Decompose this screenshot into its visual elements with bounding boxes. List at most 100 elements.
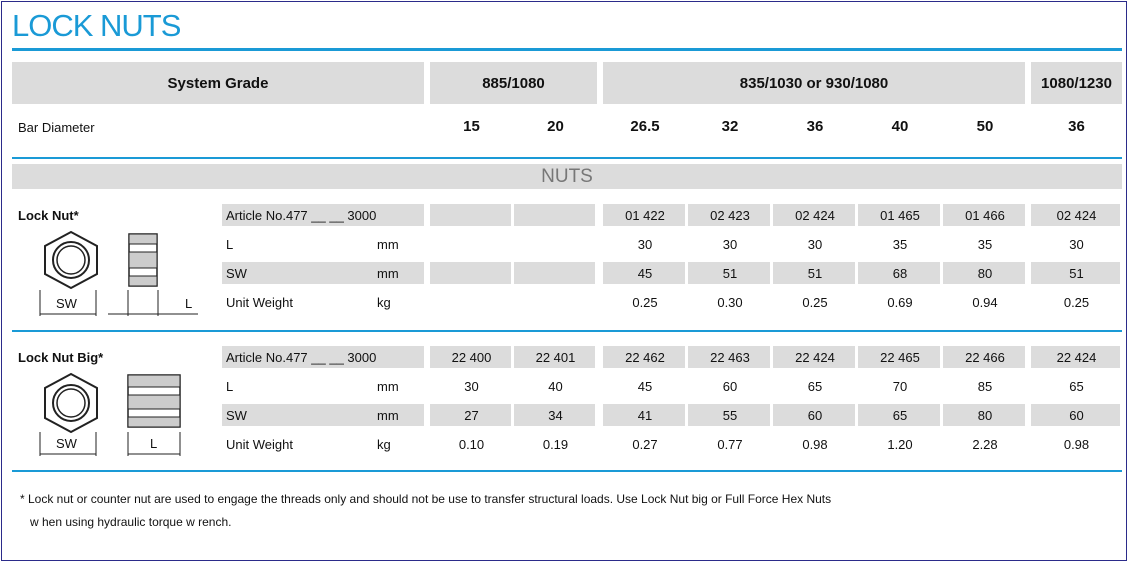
cell-shade [688, 346, 770, 368]
title-rule [12, 48, 1122, 51]
table-cell: 01 422 [625, 208, 665, 223]
lock-nut-big-name: Lock Nut Big* [18, 350, 104, 365]
table-cell: 0.27 [632, 437, 658, 452]
table-cell: 0.69 [887, 295, 913, 310]
cell-shade [603, 404, 685, 426]
table-cell: 01 465 [880, 208, 920, 223]
row-unit: mm [377, 408, 399, 423]
row-shade [222, 404, 424, 426]
table-cell: 51 [807, 266, 823, 281]
divider-mid [12, 330, 1122, 332]
table-cell: 30 [807, 237, 823, 252]
cell-shade [943, 204, 1025, 226]
table-cell: 68 [892, 266, 908, 281]
cell-shade [943, 346, 1025, 368]
row-unit: kg [377, 295, 391, 310]
cell-shade [858, 346, 940, 368]
footnote-line-2: w hen using hydraulic torque w rench. [30, 515, 232, 529]
table-cell: 65 [807, 379, 823, 394]
row-shade [222, 346, 424, 368]
table-cell: 30 [722, 237, 738, 252]
system-grade-label: System Grade [167, 75, 269, 92]
cell-shade [858, 262, 940, 284]
cell-shade [858, 404, 940, 426]
table-cell: 30 [637, 237, 653, 252]
cell-shade [514, 204, 595, 226]
header-bg-grade [12, 62, 424, 104]
cell-shade [943, 404, 1025, 426]
grade-835: 835/1030 or 930/1080 [739, 75, 889, 92]
row-unit: mm [377, 379, 399, 394]
cell-shade [603, 262, 685, 284]
table-cell: 0.25 [1063, 295, 1090, 310]
cell-shade [430, 204, 511, 226]
table-cell: 1.20 [887, 437, 913, 452]
hex-nut-big-icon [44, 372, 98, 434]
table-cell: 02 423 [710, 208, 750, 223]
table-cell: 0.98 [1063, 437, 1090, 452]
cell-shade [514, 404, 595, 426]
lock-nut-l-label: L [185, 296, 193, 311]
header-bg-835 [603, 62, 1025, 104]
cell-shade [1031, 262, 1120, 284]
row-label: L [226, 379, 234, 394]
table-cell: 22 465 [880, 350, 920, 365]
row-label: SW [226, 266, 247, 281]
table-cell: 0.19 [542, 437, 569, 452]
diameter-value: 26.5 [630, 118, 660, 135]
cell-shade [773, 404, 855, 426]
table-cell: 51 [1069, 266, 1084, 281]
table-cell: 22 400 [451, 350, 492, 365]
table-cell: 60 [807, 408, 823, 423]
table-cell: 22 424 [1056, 350, 1097, 365]
cell-shade [514, 262, 595, 284]
cell-shade [1031, 404, 1120, 426]
cell-shade [688, 262, 770, 284]
cell-shade [430, 262, 511, 284]
table-cell: 40 [548, 379, 563, 394]
table-cell: 27 [464, 408, 479, 423]
table-cell: 0.94 [972, 295, 998, 310]
diameter-value: 20 [547, 118, 564, 135]
footnote-line-1: * Lock nut or counter nut are used to en… [20, 492, 832, 506]
table-cell: 22 466 [965, 350, 1005, 365]
cell-shade [430, 346, 511, 368]
table-cell: 30 [464, 379, 479, 394]
diameter-value: 36 [806, 118, 824, 135]
row-label: Article No.477 __ __ 3000 [226, 208, 377, 223]
lock-nut-big-l-label: L [150, 436, 158, 451]
table-cell: 30 [1069, 237, 1084, 252]
cell-shade [773, 346, 855, 368]
bar-diameter-label: Bar Diameter [18, 120, 95, 135]
table-cell: 0.25 [632, 295, 658, 310]
nut-big-side-icon [127, 374, 181, 428]
table-cell: 80 [977, 408, 993, 423]
table-cell: 22 401 [535, 350, 576, 365]
lock-nut-dimension-lines [39, 290, 198, 316]
cell-shade [688, 204, 770, 226]
table-cell: 22 424 [795, 350, 835, 365]
row-label: SW [226, 408, 247, 423]
table-cell: 0.30 [717, 295, 743, 310]
cell-shade [1031, 204, 1120, 226]
lock-nut-name: Lock Nut* [18, 208, 79, 223]
cell-shade [1031, 346, 1120, 368]
row-label: Article No.477 __ __ 3000 [226, 350, 377, 365]
cell-shade [603, 346, 685, 368]
table-cell: 34 [548, 408, 563, 423]
header-bg-1080 [1031, 62, 1122, 104]
row-shade [222, 262, 424, 284]
nut-side-icon [128, 233, 158, 287]
diameter-value: 50 [976, 118, 994, 135]
grade-1080: 1080/1230 [1041, 75, 1112, 92]
table-cell: 2.28 [972, 437, 998, 452]
table-cell: 60 [1069, 408, 1084, 423]
row-label: Unit Weight [226, 295, 293, 310]
diameter-value: 36 [1068, 118, 1085, 135]
hex-nut-icon [44, 230, 98, 290]
lock-nut-big-sw-label: SW [56, 436, 77, 451]
table-cell: 22 462 [625, 350, 665, 365]
header-bg-885 [430, 62, 597, 104]
cell-shade [514, 346, 595, 368]
